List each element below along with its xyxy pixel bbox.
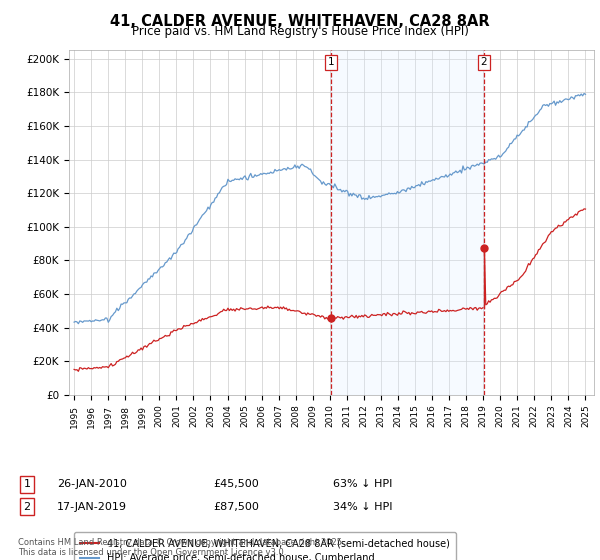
Text: 41, CALDER AVENUE, WHITEHAVEN, CA28 8AR: 41, CALDER AVENUE, WHITEHAVEN, CA28 8AR <box>110 14 490 29</box>
Text: 26-JAN-2010: 26-JAN-2010 <box>57 479 127 489</box>
Text: £45,500: £45,500 <box>213 479 259 489</box>
Text: 63% ↓ HPI: 63% ↓ HPI <box>333 479 392 489</box>
Text: 17-JAN-2019: 17-JAN-2019 <box>57 502 127 512</box>
Text: £87,500: £87,500 <box>213 502 259 512</box>
Text: Price paid vs. HM Land Registry's House Price Index (HPI): Price paid vs. HM Land Registry's House … <box>131 25 469 38</box>
Legend: 41, CALDER AVENUE, WHITEHAVEN, CA28 8AR (semi-detached house), HPI: Average pric: 41, CALDER AVENUE, WHITEHAVEN, CA28 8AR … <box>74 533 455 560</box>
Text: 1: 1 <box>328 58 334 67</box>
Text: 2: 2 <box>23 502 31 512</box>
Bar <box>331 50 484 395</box>
Text: Contains HM Land Registry data © Crown copyright and database right 2025.
This d: Contains HM Land Registry data © Crown c… <box>18 538 344 557</box>
Text: 2: 2 <box>481 58 487 67</box>
Text: 34% ↓ HPI: 34% ↓ HPI <box>333 502 392 512</box>
Text: 1: 1 <box>23 479 31 489</box>
